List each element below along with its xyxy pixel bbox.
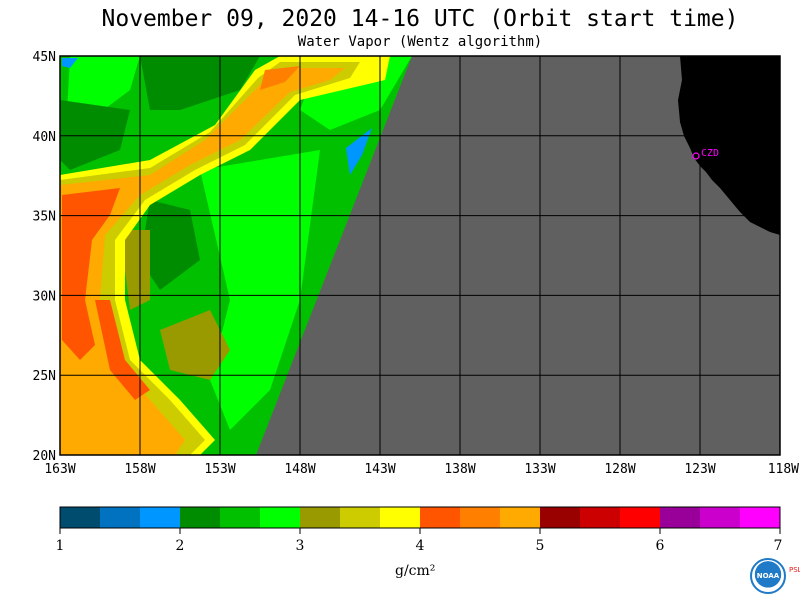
colorbar-swatch [60,507,101,528]
latitude-label: 35N [33,210,56,225]
colorbar-swatch [740,507,781,528]
colorbar-label: 5 [536,538,545,554]
longitude-labels: 163W 158W 153W 148W 143W 138W 133W 128W 123W 118W [44,462,799,477]
longitude-label: 143W [364,462,395,477]
colorbar [59,506,781,529]
colorbar-swatch [540,507,581,528]
swath-band [200,150,320,430]
colorbar-label: 3 [296,538,305,554]
map-area [60,56,780,455]
latitude-labels: 45N 40N 35N 30N 25N 20N [33,50,56,464]
swath-band [120,230,150,310]
map-grid [60,56,780,455]
psl-logo-text: PSL [789,566,800,574]
station-marker-icon [692,152,700,160]
colorbar-label: 2 [176,538,185,554]
latitude-label: 45N [33,50,56,65]
moisture-plume [62,188,120,360]
colorbar-label: 7 [774,538,783,554]
noaa-logo-icon: NOAA [750,558,786,594]
colorbar-swatch [180,507,221,528]
colorbar-unit: g/cm² [395,563,436,579]
longitude-label: 163W [44,462,75,477]
colorbar-labels: 1 2 3 4 5 6 7 [56,528,783,554]
map-title: November 09, 2020 14-16 UTC (Orbit start… [101,6,739,32]
longitude-label: 158W [124,462,155,477]
colorbar-swatch [620,507,661,528]
colorbar-swatch [580,507,621,528]
colorbar-swatch [500,507,541,528]
longitude-label: 138W [444,462,475,477]
colorbar-swatch [660,507,701,528]
latitude-label: 25N [33,369,56,384]
colorbar-swatch [460,507,501,528]
colorbar-swatch [300,507,341,528]
swath-band [60,100,130,170]
map-frame [59,55,781,456]
colorbar-swatch [700,507,741,528]
longitude-label: 123W [684,462,715,477]
land-mass [678,56,780,235]
colorbar-swatch [260,507,301,528]
longitude-label: 148W [284,462,315,477]
low-vapor-patch [346,128,372,175]
moisture-plume [260,66,300,90]
colorbar-swatch [140,507,181,528]
latitude-label: 20N [33,449,56,464]
colorbar-swatch [100,507,141,528]
station-label: CZD [701,148,719,159]
longitude-label: 128W [604,462,635,477]
colorbar-label: 1 [56,538,65,554]
latitude-label: 30N [33,289,56,304]
colorbar-label: 6 [656,538,665,554]
latitude-label: 40N [33,130,56,145]
colorbar-swatch [380,507,421,528]
low-vapor-patch [62,58,78,68]
colorbar-swatch [340,507,381,528]
swath-band [140,56,260,110]
colorbar-swatch [420,507,461,528]
longitude-label: 118W [768,462,799,477]
longitude-label: 153W [204,462,235,477]
colorbar-swatch [220,507,261,528]
swath-band [160,310,230,380]
swath-band [140,200,200,290]
longitude-label: 133W [524,462,555,477]
colorbar-label: 4 [416,538,425,554]
moisture-plume [60,68,345,455]
noaa-logo-text: NOAA [756,572,780,580]
map-subtitle: Water Vapor (Wentz algorithm) [297,34,543,50]
